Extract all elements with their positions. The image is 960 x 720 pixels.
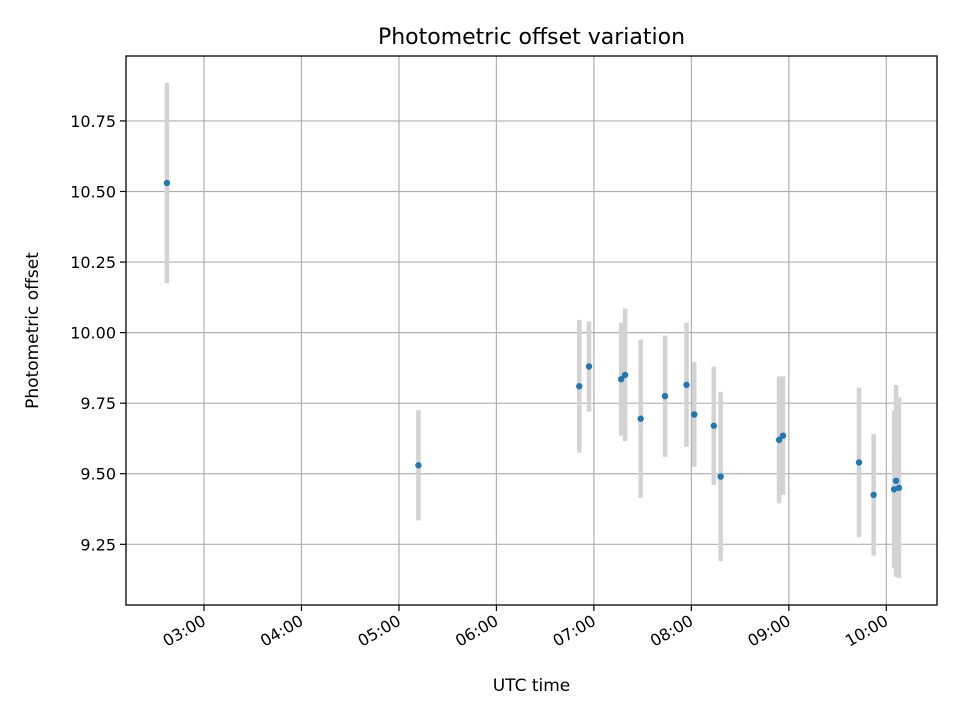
data-point: [163, 179, 171, 187]
chart-title: Photometric offset variation: [378, 25, 685, 50]
point-layer: [163, 179, 903, 499]
data-point: [415, 462, 422, 469]
data-point: [855, 459, 863, 466]
data-point: [637, 415, 644, 422]
y-tick-label: 10.00: [70, 324, 116, 343]
y-tick-label: 10.75: [70, 112, 116, 131]
data-point: [691, 411, 698, 418]
data-point: [890, 486, 898, 493]
y-tick-label: 10.25: [70, 253, 116, 272]
data-point: [576, 383, 583, 390]
data-point: [683, 381, 690, 389]
data-point: [710, 422, 717, 429]
data-point: [870, 491, 877, 499]
data-point: [779, 432, 787, 439]
x-axis-label: UTC time: [493, 676, 571, 696]
data-point: [775, 436, 783, 444]
data-point: [661, 392, 669, 400]
y-tick-label: 9.75: [80, 394, 116, 413]
y-axis-label: Photometric offset: [23, 252, 43, 409]
data-point: [717, 473, 724, 480]
data-point: [895, 484, 903, 492]
y-tick-label: 9.50: [80, 465, 116, 484]
plot-frame: [125, 55, 938, 606]
y-tick-label: 10.50: [70, 182, 116, 201]
grid-layer: [126, 56, 937, 605]
y-tick-label: 9.25: [80, 535, 116, 554]
data-point: [617, 375, 625, 383]
data-point: [621, 371, 629, 379]
data-point: [892, 477, 900, 485]
data-point: [585, 363, 593, 370]
